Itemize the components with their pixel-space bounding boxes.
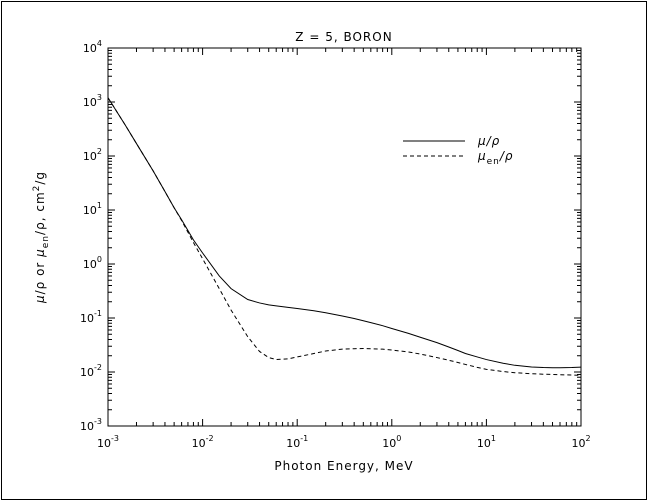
plot-area <box>107 47 582 427</box>
x-axis-label: Photon Energy, MeV <box>274 459 413 473</box>
y-tick-exp: -1 <box>94 309 102 318</box>
x-tick-base: 10 <box>97 437 111 450</box>
series-group <box>107 97 582 376</box>
x-tick-base: 10 <box>192 437 206 450</box>
legend: μ/ρ μen/ρ <box>403 134 514 167</box>
x-tick-label: 100 <box>382 434 401 450</box>
y-tick-exp: 4 <box>97 39 102 48</box>
y-tick-label: 10-2 <box>80 363 102 379</box>
series-mu-rho-line <box>107 97 582 369</box>
x-tick-exp: 0 <box>396 434 401 443</box>
legend-label-muen-rho: μen/ρ <box>477 149 514 167</box>
x-tick-base: 10 <box>477 437 491 450</box>
y-tick-label: 10-1 <box>80 309 102 325</box>
y-label-mu2: μ <box>33 248 47 258</box>
y-tick-exp: 2 <box>97 147 102 156</box>
y-tick-base: 10 <box>80 312 94 325</box>
legend-en-sub: en <box>487 157 500 167</box>
chart-title: Z = 5, BORON <box>295 30 392 44</box>
y-tick-label: 100 <box>83 255 102 271</box>
y-label-en-sub: en <box>41 235 51 248</box>
y-label-per-g: /g <box>33 171 47 185</box>
legend-rho: /ρ <box>499 149 514 163</box>
x-tick-exp: -2 <box>206 434 214 443</box>
x-tick-exp: 1 <box>491 434 496 443</box>
y-tick-base: 10 <box>80 366 94 379</box>
y-label-mu: μ <box>33 294 47 304</box>
x-tick-base: 10 <box>382 437 396 450</box>
series-muen-rho-line <box>107 97 582 376</box>
x-tick-label: 10-2 <box>192 434 214 450</box>
x-tick-base: 10 <box>571 437 585 450</box>
y-tick-exp: 1 <box>97 201 102 210</box>
y-tick-exp: -2 <box>94 363 102 372</box>
x-tick-exp: -1 <box>300 434 308 443</box>
legend-label-mu-rho: μ/ρ <box>477 134 500 148</box>
y-tick-base: 10 <box>80 420 94 433</box>
x-tick-base: 10 <box>286 437 300 450</box>
y-label-rho-cm: /ρ, cm <box>33 191 47 235</box>
x-tick-exp: -3 <box>111 434 119 443</box>
y-tick-base: 10 <box>83 204 97 217</box>
y-tick-exp: 0 <box>97 255 102 264</box>
x-tick-label: 101 <box>477 434 496 450</box>
y-tick-exp: -3 <box>94 417 102 426</box>
y-tick-label: 10-3 <box>80 417 102 433</box>
y-tick-base: 10 <box>83 150 97 163</box>
x-tick-exp: 2 <box>585 434 590 443</box>
y-label-rho-or: /ρ or <box>33 257 47 295</box>
x-tick-label: 10-3 <box>97 434 119 450</box>
y-tick-exp: 3 <box>97 93 102 102</box>
y-tick-base: 10 <box>83 42 97 55</box>
y-tick-base: 10 <box>83 96 97 109</box>
y-tick-base: 10 <box>83 258 97 271</box>
legend-mu: μ <box>477 149 487 163</box>
y-tick-label: 104 <box>83 39 102 55</box>
x-tick-labels: 10-3 10-2 10-1 100 101 102 <box>97 434 591 450</box>
y-label-sq: 2 <box>32 185 42 192</box>
x-tick-label: 102 <box>571 434 590 450</box>
y-tick-label: 103 <box>83 93 102 109</box>
y-tick-label: 101 <box>83 201 102 217</box>
y-axis-label: μ/ρ or μen/ρ, cm2/g <box>32 171 51 304</box>
axis-ticks <box>107 47 582 427</box>
x-tick-label: 10-1 <box>286 434 308 450</box>
y-tick-label: 102 <box>83 147 102 163</box>
